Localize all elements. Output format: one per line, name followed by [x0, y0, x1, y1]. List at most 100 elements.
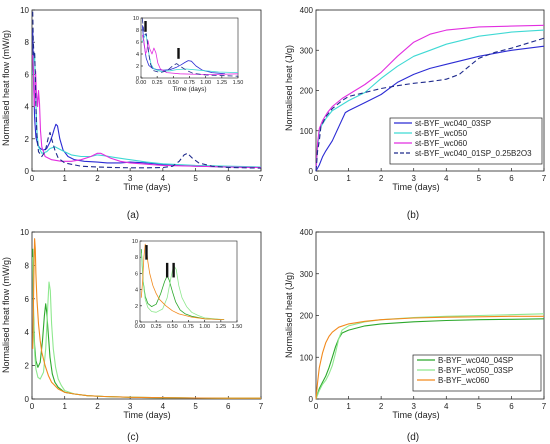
panel-b-xtick-label: 5 — [477, 174, 482, 183]
panel-c-inset-xtick-label: 0.75 — [183, 324, 194, 330]
panel-b-ytick-label: 200 — [300, 87, 314, 96]
panel-c-inset-ytick-label: 6 — [135, 271, 138, 277]
panel-c-inset-xtick-label: 0.50 — [167, 324, 178, 330]
panel-b-legend-entry: st-BYF_wc040_03SP — [415, 119, 491, 128]
panel-c-inset-ytick-label: 0 — [135, 320, 138, 326]
panel-b: 0 1 2 3 4 5 6 7 0 100 200 300 400 st-BYF_wc040_03SPst… — [284, 6, 547, 221]
panel-d-series-1 — [315, 313, 545, 400]
panel-d: 0 1 2 3 4 5 6 70100200300400B-BYF_wc040_04SPB-B… — [284, 228, 547, 443]
panel-d-xtick-label: 4 — [444, 402, 449, 411]
panel-a-inset-xtick-label: 0.75 — [184, 80, 195, 86]
panel-d-plot: 0 1 2 3 4 5 6 70100200300400B-BYF_wc040_04SPB-B… — [300, 228, 547, 411]
panel-a-inset-marker — [144, 21, 147, 32]
panel-a-inset: 0.00 0.25 0.50 0.75 1.00 1.25 1.50 0 2 4 6 8 10 Time … — [133, 16, 243, 93]
panel-c-inset-series-2 — [140, 243, 225, 320]
panel-b-legend — [389, 117, 543, 165]
panel-b-label: (b) — [407, 210, 419, 221]
panel-d-legend-entry: B-BYF_wc060 — [438, 376, 490, 385]
panel-c-inset-xtick-label: 0.00 — [135, 324, 146, 330]
panel-c-xtick-label: 0 — [30, 402, 35, 411]
panel-a-ytick-label: 6 — [25, 70, 30, 79]
panel-a-inset-ytick-label: 2 — [136, 64, 139, 70]
panel-c-inset-ytick-label: 8 — [135, 255, 138, 261]
panel-a-xlabel: Time (days) — [123, 182, 170, 192]
panel-d-xtick-label: 1 — [346, 402, 351, 411]
panel-d-xtick-label: 0 — [314, 402, 319, 411]
panel-a-ytick-label: 10 — [20, 6, 29, 15]
panel-a-inset-ytick-label: 8 — [136, 28, 139, 34]
panel-a-inset-xtick-label: 1.00 — [200, 80, 211, 86]
panel-d-series-2 — [315, 315, 544, 400]
panel-a-inset-xtick-label: 0.25 — [152, 80, 163, 86]
panel-c-inset: 0.00 0.25 0.50 0.75 1.00 1.25 1.50 0 2 4 6 8 10 — [132, 239, 242, 330]
panel-a-inset-ytick-label: 6 — [136, 40, 139, 46]
panel-b-xtick-label: 7 — [542, 174, 547, 183]
panel-a-ytick-label: 0 — [25, 167, 30, 176]
panel-d-xtick-label: 6 — [509, 402, 514, 411]
panel-b-ytick-label: 300 — [300, 46, 314, 55]
panel-b-ytick-label: 0 — [309, 167, 314, 176]
panel-a-inset-series-0 — [141, 25, 226, 75]
panel-c-xtick-label: 6 — [226, 402, 231, 411]
panel-d-xtick-label: 2 — [379, 402, 384, 411]
panel-d-ylabel: Normalised heat (J/g) — [284, 272, 294, 358]
panel-d-xtick-label: 3 — [411, 402, 416, 411]
panel-b-plot: 0 1 2 3 4 5 6 7 0 100 200 300 400 st-BYF_wc040_03SPst… — [300, 6, 547, 183]
panel-a-inset-series-2 — [141, 34, 239, 75]
panel-a-xtick-label: 3 — [128, 174, 133, 183]
panel-a-ytick-label: 8 — [25, 38, 30, 47]
panel-c-ytick-label: 0 — [25, 395, 30, 404]
panel-d-ytick-label: 400 — [300, 228, 314, 237]
panel-c-inset-ytick-label: 2 — [135, 304, 138, 310]
panel-c-inset-marker — [145, 245, 148, 260]
panel-a-inset-xtick-label: 1.25 — [216, 80, 227, 86]
panel-a-inset-ytick-label: 10 — [133, 16, 139, 22]
panel-a-label: (a) — [127, 210, 139, 221]
panel-a-xtick-label: 0 — [30, 174, 35, 183]
panel-b-legend-entry: st-BYF_wc060 — [415, 139, 468, 148]
panel-b-series-0 — [315, 45, 545, 172]
panel-a-inset-ytick-label: 4 — [136, 52, 139, 58]
panel-a-ylabel: Normalised heat flow (mW/g) — [1, 30, 11, 146]
panel-b-ytick-label: 100 — [300, 127, 314, 136]
panel-a-plot: 0 1 2 3 4 5 6 7 0 2 4 6 8 10 0.00 0.25 0.50 0.75 1.00 1.25 1… — [20, 6, 264, 183]
panel-d-xtick-label: 7 — [542, 402, 547, 411]
panel-c-series-2 — [32, 238, 261, 399]
panel-d-ytick-label: 0 — [309, 395, 314, 404]
panel-a-xtick-label: 1 — [62, 174, 67, 183]
panel-c-inset-ytick-label: 4 — [135, 288, 138, 294]
panel-c-inset-xtick-label: 0.25 — [151, 324, 162, 330]
panel-b-xtick-label: 4 — [444, 174, 449, 183]
panel-b-xtick-label: 1 — [346, 174, 351, 183]
panel-c-ytick-label: 4 — [25, 328, 30, 337]
panel-c-ytick-label: 6 — [25, 295, 30, 304]
panel-c-xtick-label: 5 — [193, 402, 198, 411]
panel-c-inset-series-1 — [140, 253, 225, 320]
panel-a-xtick-label: 4 — [161, 174, 166, 183]
panel-b-series-2 — [315, 24, 545, 172]
panel-b-xtick-label: 3 — [411, 174, 416, 183]
panel-d-xtick-label: 5 — [477, 402, 482, 411]
panel-c-xtick-label: 2 — [95, 402, 100, 411]
panel-c-xtick-label: 1 — [62, 402, 67, 411]
panel-c-inset-xtick-label: 1.00 — [199, 324, 210, 330]
panel-b-ytick-label: 400 — [300, 6, 314, 15]
panel-a-inset-xlabel: Time (days) — [172, 86, 206, 93]
panel-c-xlabel: Time (days) — [123, 410, 170, 420]
panel-a-xtick-label: 6 — [226, 174, 231, 183]
panel-c-inset-marker — [165, 262, 169, 278]
panel-c-xtick-label: 4 — [161, 402, 166, 411]
panel-a-inset-xtick-label: 0.00 — [136, 80, 147, 86]
panel-d-legend-entry: B-BYF_wc050_03SP — [438, 366, 513, 375]
panel-c-xtick-label: 7 — [259, 402, 264, 411]
panel-c-inset-xtick-label: 1.25 — [215, 324, 226, 330]
panel-c-ytick-label: 2 — [25, 362, 30, 371]
panel-b-ylabel: Normalised heat (J/g) — [284, 45, 294, 131]
panel-c-ytick-label: 8 — [25, 261, 30, 270]
panel-b-legend-entry: st-BYF_wc040_01SP_0.25B2O3 — [415, 149, 532, 158]
panel-c-ylabel: Normalised heat flow (mW/g) — [1, 257, 11, 373]
panel-d-ytick-label: 100 — [300, 353, 314, 362]
panel-c-inset-ytick-label: 10 — [132, 239, 138, 245]
panel-c-xtick-label: 3 — [128, 402, 133, 411]
